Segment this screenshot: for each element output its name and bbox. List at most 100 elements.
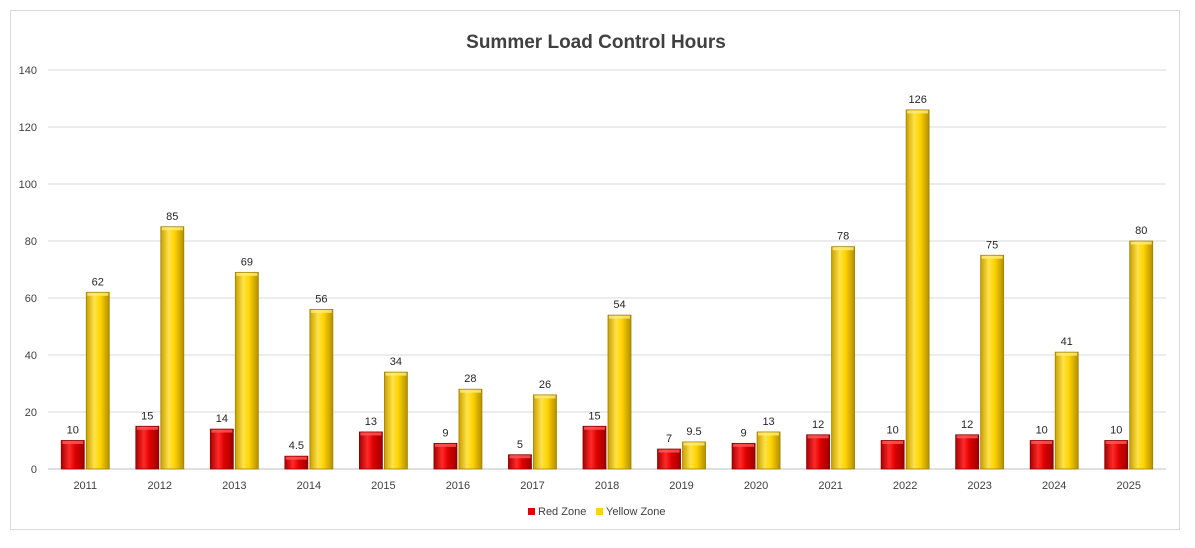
bar-top-highlight — [310, 309, 332, 313]
data-label-yellow-zone: 9.5 — [686, 426, 701, 438]
y-tick-label: 120 — [19, 122, 37, 134]
data-label-yellow-zone: 13 — [762, 416, 774, 428]
bar-red-zone-2012 — [135, 425, 160, 470]
y-axis-ticks: 0 20 40 60 80 100 120 140 — [19, 65, 37, 476]
bar-yellow-zone-2016 — [458, 388, 483, 470]
y-tick-label: 140 — [19, 65, 37, 77]
bar-yellow-zone-2012 — [160, 226, 185, 470]
data-label-yellow-zone: 126 — [908, 94, 926, 106]
bar-top-highlight — [236, 272, 258, 276]
bar-top-highlight — [211, 429, 233, 433]
bar-yellow-zone-2025 — [1129, 240, 1154, 470]
bar-top-highlight — [758, 432, 780, 436]
y-tick-label: 60 — [25, 293, 37, 305]
x-tick-label: 2012 — [148, 480, 172, 492]
x-tick-label: 2018 — [595, 480, 619, 492]
bar-top-highlight — [1130, 241, 1152, 245]
data-label-red-zone: 12 — [961, 419, 973, 431]
data-label-red-zone: 13 — [365, 416, 377, 428]
bar-top-highlight — [882, 441, 904, 444]
bar-yellow-zone-2020 — [756, 431, 781, 470]
bar-yellow-zone-2021 — [831, 246, 855, 470]
x-tick-label: 2021 — [818, 480, 842, 492]
bar-top-highlight — [683, 442, 705, 446]
bar-yellow-zone-2014 — [309, 308, 334, 470]
bar-yellow-zone-2011 — [85, 291, 110, 470]
gridlines — [48, 69, 1166, 470]
data-label-red-zone: 10 — [1110, 425, 1122, 437]
data-label-red-zone: 12 — [812, 419, 824, 431]
bar-top-highlight — [434, 443, 456, 447]
bar-top-highlight — [658, 449, 680, 453]
bar-top-highlight — [87, 292, 109, 296]
bar-top-highlight — [981, 255, 1003, 259]
x-tick-label: 2013 — [222, 480, 246, 492]
y-tick-label: 80 — [25, 236, 37, 248]
bar-top-highlight — [62, 441, 84, 444]
data-label-yellow-zone: 69 — [241, 256, 253, 268]
bar-top-highlight — [360, 432, 382, 436]
bar-top-highlight — [385, 372, 407, 376]
bar-red-zone-2017 — [508, 454, 532, 470]
bar-top-highlight — [1031, 441, 1053, 444]
y-tick-label: 0 — [31, 464, 37, 476]
data-label-yellow-zone: 80 — [1135, 225, 1147, 237]
data-label-red-zone: 5 — [517, 439, 523, 451]
bar-red-zone-2022 — [880, 440, 905, 470]
legend-swatch-red-zone — [528, 508, 535, 515]
bar-red-zone-2013 — [209, 428, 234, 470]
legend-swatch-yellow-zone — [596, 508, 603, 515]
data-label-red-zone: 9 — [741, 427, 747, 439]
bar-top-highlight — [534, 395, 556, 399]
data-label-yellow-zone: 28 — [464, 373, 476, 385]
chart-title: Summer Load Control Hours — [466, 32, 726, 53]
data-label-yellow-zone: 56 — [315, 293, 327, 305]
bar-top-highlight — [459, 389, 481, 393]
bars: 10 62 15 85 14 69 4.5 56 13 34 9 28 5 26 15 54 7 9.5 9 13 12… — [60, 94, 1154, 470]
bar-red-zone-2015 — [358, 431, 383, 470]
bar-top-highlight — [1105, 441, 1127, 444]
data-label-yellow-zone: 54 — [613, 299, 625, 311]
x-tick-label: 2020 — [744, 480, 768, 492]
bar-top-highlight — [1056, 352, 1078, 356]
bar-top-highlight — [609, 315, 630, 319]
x-axis-ticks: 2011 2012 2013 2014 2015 2016 2017 2018 2019 2020… — [73, 480, 1141, 492]
x-tick-label: 2019 — [669, 480, 693, 492]
bar-top-highlight — [956, 435, 978, 439]
x-tick-label: 2011 — [73, 480, 97, 492]
bar-red-zone-2024 — [1029, 440, 1054, 470]
x-tick-label: 2017 — [520, 480, 544, 492]
data-label-red-zone: 15 — [588, 410, 600, 422]
data-label-red-zone: 7 — [666, 433, 672, 445]
bar-top-highlight — [509, 455, 531, 459]
bar-yellow-zone-2013 — [234, 271, 259, 470]
bar-red-zone-2019 — [657, 448, 681, 470]
bar-red-zone-2016 — [433, 442, 458, 470]
data-label-red-zone: 14 — [216, 413, 228, 425]
bar-top-highlight — [584, 426, 605, 430]
data-label-yellow-zone: 26 — [539, 379, 551, 391]
y-tick-label: 40 — [25, 350, 37, 362]
bar-red-zone-2023 — [955, 434, 980, 470]
x-tick-label: 2016 — [446, 480, 470, 492]
data-label-yellow-zone: 41 — [1061, 336, 1073, 348]
bar-top-highlight — [907, 110, 929, 114]
data-label-yellow-zone: 78 — [837, 231, 849, 243]
x-tick-label: 2023 — [967, 480, 991, 492]
bar-yellow-zone-2022 — [905, 109, 930, 470]
bar-top-highlight — [832, 247, 854, 251]
y-tick-label: 100 — [19, 179, 37, 191]
data-label-yellow-zone: 34 — [390, 356, 402, 368]
x-tick-label: 2025 — [1116, 480, 1140, 492]
data-label-yellow-zone: 75 — [986, 239, 998, 251]
x-tick-label: 2014 — [297, 480, 321, 492]
data-label-yellow-zone: 85 — [166, 211, 178, 223]
bar-red-zone-2021 — [806, 434, 830, 470]
y-tick-label: 20 — [25, 407, 37, 419]
x-tick-label: 2015 — [371, 480, 395, 492]
data-label-red-zone: 10 — [67, 425, 79, 437]
data-label-red-zone: 10 — [1036, 425, 1048, 437]
data-label-red-zone: 15 — [141, 410, 153, 422]
bar-top-highlight — [285, 456, 307, 460]
